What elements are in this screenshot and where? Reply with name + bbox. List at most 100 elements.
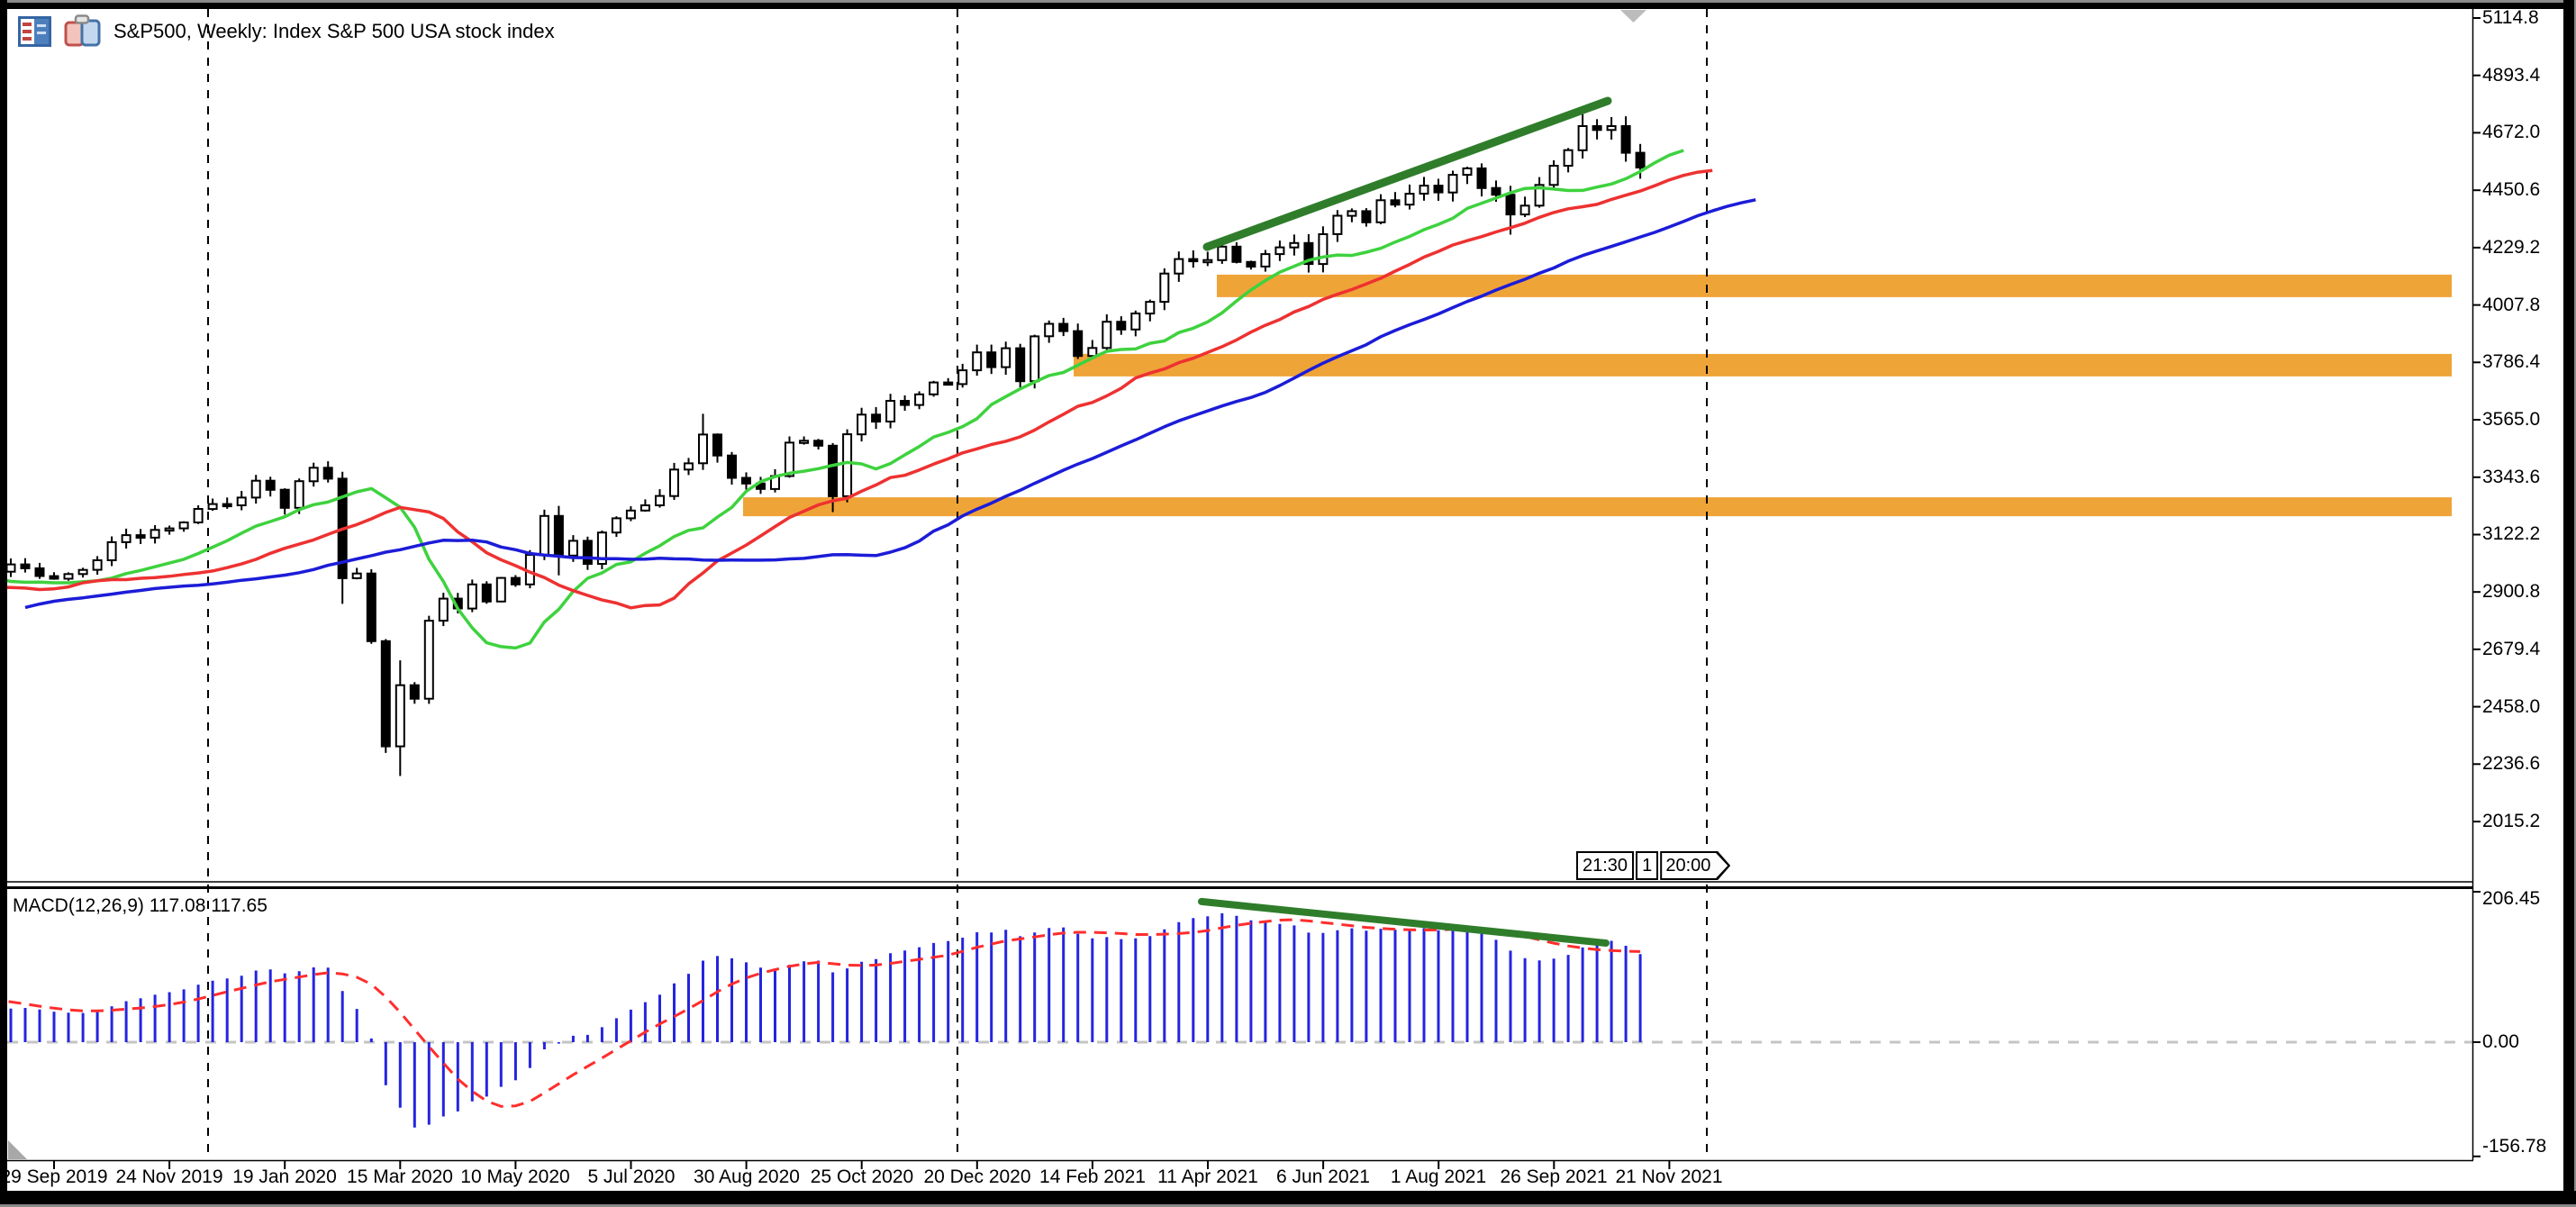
price-trendline[interactable] [1202, 96, 1612, 251]
candle-body [279, 488, 290, 509]
candle-body [857, 413, 867, 436]
candle-body [828, 444, 839, 497]
candle-body [265, 479, 276, 491]
panel-corner-marker [8, 1140, 27, 1159]
candle-body [1462, 167, 1473, 177]
candle-body [222, 503, 232, 508]
candle-body [106, 540, 117, 562]
candle-body [250, 479, 261, 499]
chart-titlebar: S&P500, Weekly: Index S&P 500 USA stock … [18, 14, 555, 49]
time-box-end: 20:00 [1660, 851, 1731, 880]
candle-body [294, 480, 304, 509]
candle-body [1361, 210, 1372, 223]
candle-body [1087, 347, 1098, 358]
candle-body [380, 640, 391, 748]
time-box-end-label: 20:00 [1665, 855, 1711, 876]
panel-separator-line[interactable] [7, 886, 2473, 889]
candle-body [1534, 184, 1545, 207]
candle-body [986, 351, 997, 368]
candle-body [178, 522, 189, 530]
candle-body [135, 534, 146, 539]
candle-body [842, 433, 853, 497]
window-frame-bottom-gray [0, 1204, 2576, 1207]
candle-body [1130, 313, 1141, 331]
candle-body [481, 583, 492, 603]
candle-body [539, 514, 549, 556]
macd-indicator-label: MACD(12,26,9) 117.08 117.65 [13, 895, 268, 916]
time-label-boxes: 21:30 1 20:00 [1576, 851, 1731, 880]
candle-body [914, 393, 925, 406]
candle-body [1015, 347, 1026, 383]
candle-body [1116, 321, 1127, 331]
window-frame-left [0, 0, 7, 1207]
candle-body [625, 509, 636, 520]
candle-body [943, 381, 954, 386]
candle-body [1188, 258, 1199, 263]
candle-body [1519, 204, 1530, 216]
candle-body [438, 597, 449, 622]
candle-body [7, 563, 16, 573]
chart-title: S&P500, Weekly: Index S&P 500 USA stock … [113, 20, 555, 42]
candle-body [1476, 167, 1487, 189]
moving-average-ma-slow [24, 198, 1756, 610]
candle-body [684, 462, 694, 471]
time-box-arrow-fill [1662, 853, 1728, 878]
candle-body [567, 540, 578, 557]
candle-body [1548, 165, 1559, 186]
price-zone-rectangle[interactable] [743, 497, 2452, 517]
candle-body [1174, 258, 1184, 275]
candle-body [1577, 125, 1588, 151]
candle-body [1318, 233, 1329, 266]
candle-body [164, 527, 175, 532]
candle-body [957, 369, 968, 386]
candle-body [467, 583, 477, 610]
chart-shift-marker[interactable] [1620, 10, 1646, 23]
candle-body [655, 495, 665, 506]
candle-body [423, 620, 434, 700]
candle-body [1102, 321, 1112, 349]
candle-body [121, 534, 132, 543]
candle-body [322, 467, 333, 480]
candle-body [1563, 149, 1574, 167]
candle-body [582, 540, 593, 566]
time-box-mid: 1 [1636, 851, 1659, 880]
candle-body [885, 400, 896, 422]
price-zone-rectangle[interactable] [1074, 353, 2452, 377]
candle-body [1404, 193, 1415, 206]
window-frame-right[interactable] [2563, 0, 2574, 1207]
candle-body [395, 684, 405, 748]
candle-body [1606, 125, 1617, 132]
candle-body [698, 433, 708, 465]
candle-body [1419, 185, 1429, 195]
candle-body [20, 563, 31, 569]
moving-average-ma-fast [7, 149, 1684, 650]
candle-body [366, 572, 376, 642]
candle-body [1246, 260, 1256, 268]
chart-window-icon[interactable] [64, 14, 101, 49]
price-zone-rectangle[interactable] [1217, 274, 2452, 297]
candle-body [77, 568, 88, 576]
candle-body [1332, 214, 1343, 235]
candle-body [669, 468, 679, 497]
window-frame-bottom[interactable] [0, 1191, 2576, 1204]
candle-body [1347, 210, 1357, 217]
chart-properties-icon[interactable] [18, 16, 51, 47]
candle-body [1491, 186, 1501, 196]
candle-body [1635, 151, 1646, 169]
candle-body [351, 572, 362, 579]
candle-body [49, 575, 59, 580]
candle-body [1058, 322, 1069, 332]
candle-body [727, 454, 737, 479]
macd-trendline[interactable] [1198, 897, 1610, 947]
candle-body [611, 517, 621, 534]
time-box-start: 21:30 [1576, 851, 1635, 880]
candle-body [63, 573, 74, 580]
candle-body [785, 441, 794, 477]
candles-layer [7, 113, 1646, 776]
candle-body [972, 351, 983, 372]
window-frame-top [0, 3, 2576, 9]
candle-body [799, 440, 810, 444]
candle-body [1303, 241, 1314, 266]
